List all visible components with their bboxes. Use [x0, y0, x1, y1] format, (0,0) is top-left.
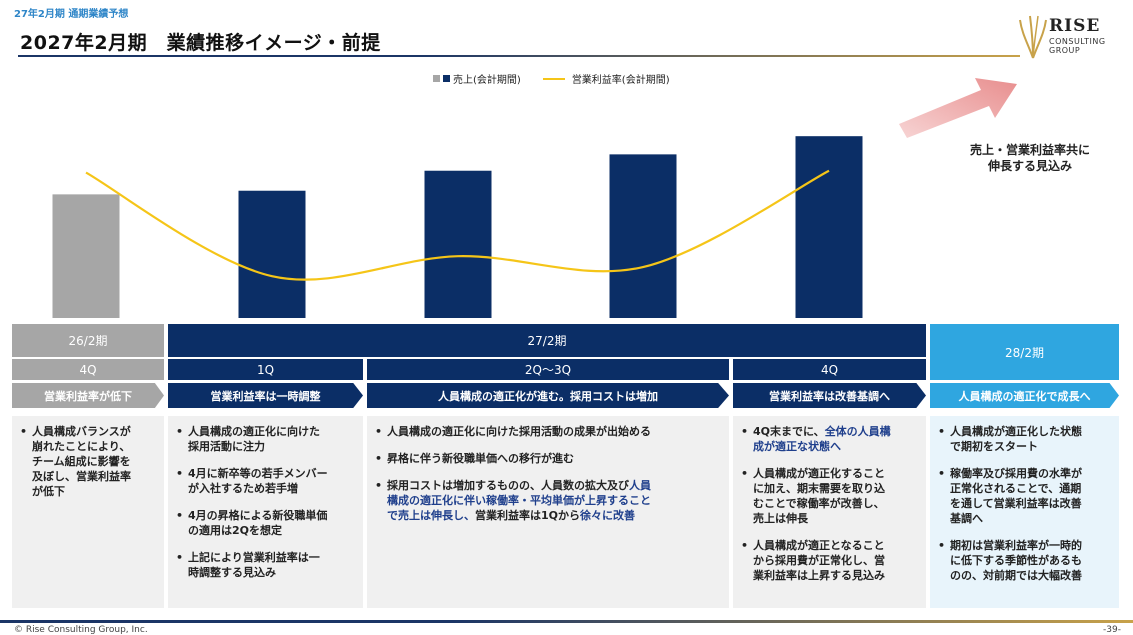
bar-2	[238, 190, 306, 318]
growth-callout: 売上・営業利益率共に 伸長する見込み	[930, 142, 1130, 174]
bullet: • 4月の昇格による新役職単価 の適用は2Qを想定	[176, 509, 328, 537]
detail-column-26-4q: • 人員構成バランスが 崩れたことにより、 チーム組成に影響を 及ぼし、営業利益率 が低…	[12, 416, 164, 608]
legend-line-label: 営業利益率(会計期間)	[571, 75, 670, 86]
bar-3	[424, 170, 492, 318]
quarter-header-2q3q: 2Q～3Q	[367, 359, 729, 380]
bullet: • 人員構成が適正化した状態 で期初をスタート	[938, 425, 1082, 453]
bullet: • 4月に新卒等の若手メンバー が入社するため若手増	[176, 467, 328, 495]
detail-column-28: • 人員構成が適正化した状態 で期初をスタート • 稼働率及び採用費の水準が 正常化…	[930, 416, 1119, 608]
bullet: • 稼働率及び採用費の水準が 正常化されることで、通期 を通して営業利益率は改善 基調…	[938, 467, 1082, 525]
quarter-header-4q-prev: 4Q	[12, 359, 164, 380]
quarter-header-1q: 1Q	[168, 359, 363, 380]
phase-chevron-4: 営業利益率は改善基調へ	[733, 383, 926, 408]
logo-subtext: CONSULTING GROUP	[1049, 37, 1106, 55]
detail-column-4q: • 4Q末までに、全体の人員構 成が適正な状態へ • 人員構成が適正化することに…	[733, 416, 926, 608]
title-divider	[18, 55, 1020, 57]
bullet: • 4Q末までに、全体の人員構 成が適正な状態へ	[741, 425, 891, 453]
legend-line: 営業利益率(会計期間)	[542, 71, 670, 86]
callout-line1: 売上・営業利益率共に	[969, 143, 1090, 157]
legend-navy-swatch	[443, 75, 450, 82]
section-subtitle: 27年2月期 通期業績予想	[14, 9, 129, 20]
growth-arrow-icon	[899, 78, 1017, 138]
legend-line-swatch	[542, 77, 565, 80]
phase-chevron-1: 営業利益率が低下	[12, 383, 164, 408]
bar-1	[52, 194, 120, 318]
quarter-header-4q: 4Q	[733, 359, 926, 380]
bullet: • 人員構成の適正化に向けた 採用活動に注力	[176, 425, 320, 453]
rise-logo-icon	[1019, 15, 1047, 59]
page-number: -39-	[1103, 625, 1121, 635]
bar-series	[52, 136, 863, 318]
bullet: • 昇格に伴う新役職単価への移行が進む	[375, 452, 574, 465]
bullet: • 上記により営業利益率は一 時調整する見込み	[176, 551, 320, 579]
phase-chevron-2: 営業利益率は一時調整	[168, 383, 363, 408]
bullet: • 人員構成の適正化に向けた採用活動の成果が出始める	[375, 425, 651, 438]
period-header-27: 27/2期	[168, 324, 926, 357]
logo-name: RISE	[1049, 16, 1101, 36]
revenue-margin-chart	[52, 136, 863, 318]
detail-column-1q: • 人員構成の適正化に向けた 採用活動に注力 • 4月に新卒等の若手メンバー が入社…	[168, 416, 363, 608]
bullet: • 人員構成が適正となること から採用費が正常化し、営 業利益率は上昇する見込み	[741, 539, 885, 582]
callout-line2: 伸長する見込み	[987, 159, 1072, 173]
page-title: 2027年2月期 業績推移イメージ・前提	[20, 32, 381, 54]
detail-column-2q3q: • 人員構成の適正化に向けた採用活動の成果が出始める • 昇格に伴う新役職単価へ…	[367, 416, 729, 608]
copyright: © Rise Consulting Group, Inc.	[14, 625, 148, 635]
margin-line	[85, 169, 830, 281]
period-header-28: 28/2期	[930, 324, 1119, 380]
bullet: • 人員構成バランスが 崩れたことにより、 チーム組成に影響を 及ぼし、営業利益率 が低…	[20, 425, 131, 498]
chart-legend: 売上(会計期間) 営業利益率(会計期間)	[433, 71, 670, 86]
bullet: • 期初は営業利益率が一時的 に低下する季節性があるも のの、対前期では大幅改善	[938, 539, 1082, 582]
phase-chevron-5: 人員構成の適正化で成長へ	[930, 383, 1119, 408]
legend-bar-label: 売上(会計期間)	[453, 75, 521, 86]
bullet: • 人員構成が適正化すること に加え、期末需要を取り込 むことで稼働率が改善し、 売上…	[741, 467, 885, 525]
bar-4	[609, 154, 677, 318]
phase-chevron-3: 人員構成の適正化が進む。採用コストは増加	[367, 383, 729, 408]
legend-grey-swatch	[433, 75, 440, 82]
bullet: • 採用コストは増加するものの、人員数の拡大及び人員 構成の適正化に伴い稼働率・…	[375, 479, 651, 522]
legend-bar: 売上(会計期間)	[433, 71, 521, 86]
period-header-26: 26/2期	[12, 324, 164, 357]
footer-divider	[0, 620, 1133, 623]
bar-5	[795, 136, 863, 318]
